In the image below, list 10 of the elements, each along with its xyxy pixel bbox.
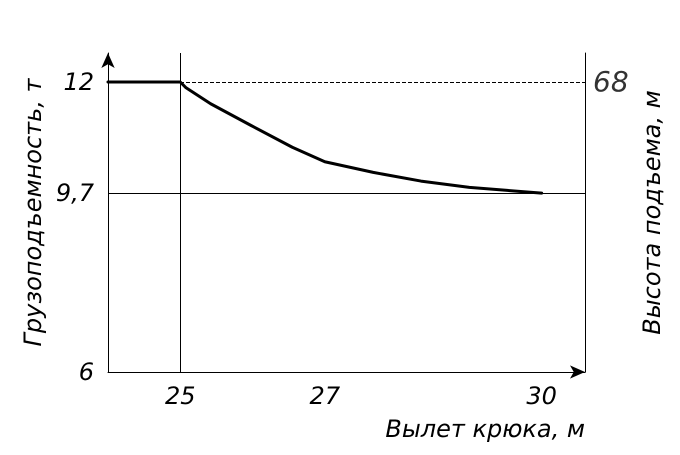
x-tick-label: 30 — [526, 382, 557, 410]
y-tick-label: 6 — [78, 358, 94, 386]
x-tick-label: 25 — [165, 382, 196, 410]
x-tick-label: 27 — [310, 382, 341, 410]
y2-axis-title: Высота подъема, м — [638, 90, 666, 335]
y-tick-label: 9,7 — [56, 179, 95, 208]
annotation: 68 — [593, 66, 629, 98]
x-axis-title: Вылет крюка, м — [385, 415, 585, 443]
y-axis-title: Грузоподъемность, т — [18, 77, 47, 346]
y-tick-label: 12 — [63, 68, 94, 96]
